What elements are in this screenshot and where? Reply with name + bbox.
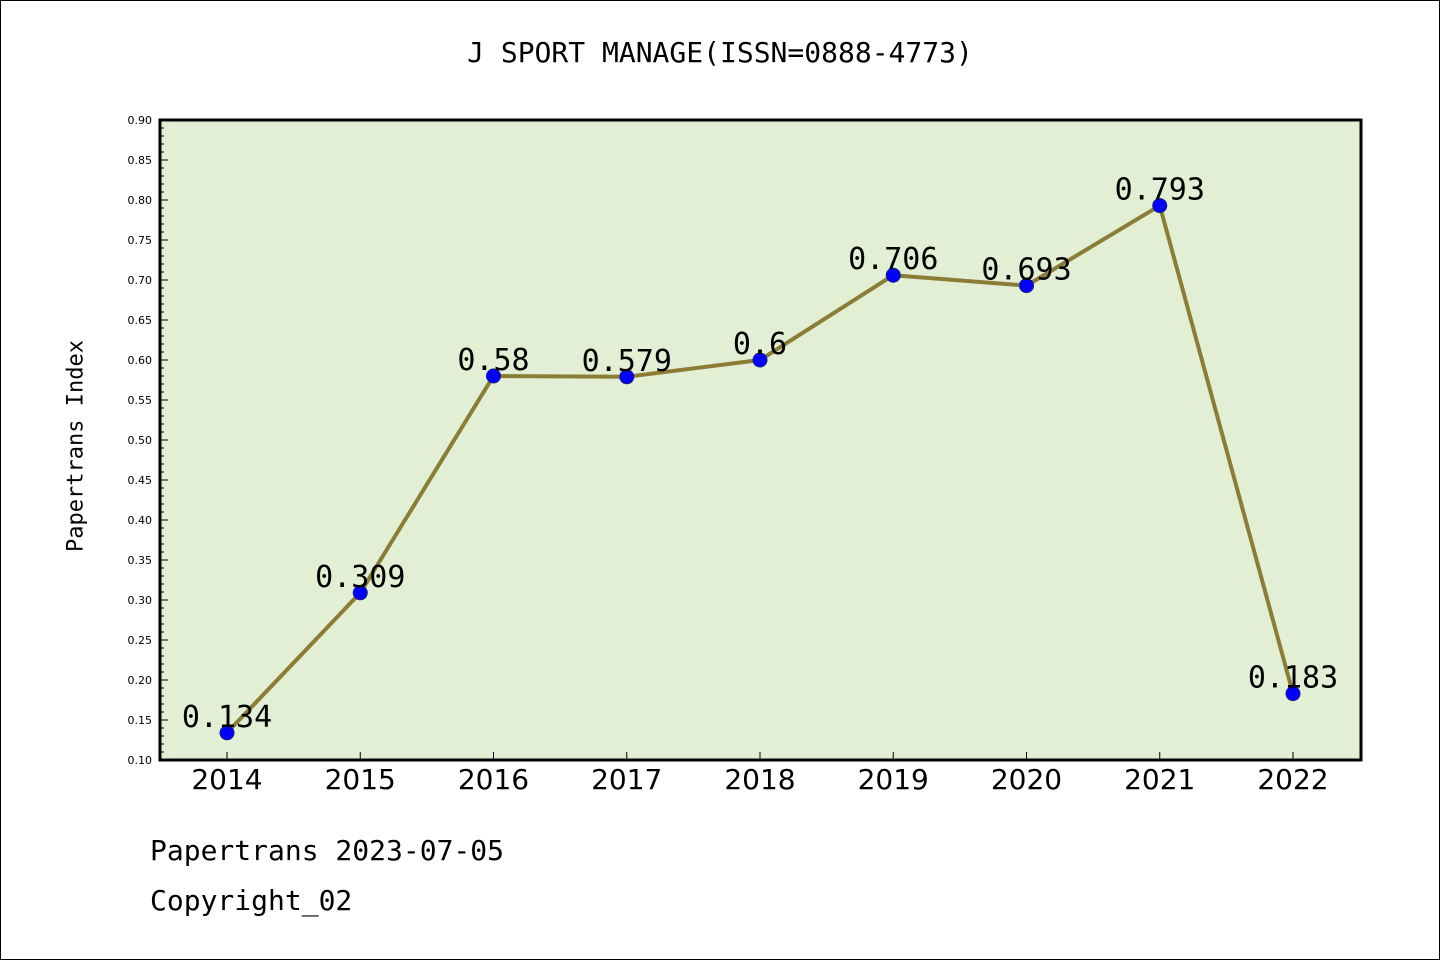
y-tick-label: 0.55: [128, 394, 153, 407]
x-tick-label: 2022: [1257, 763, 1328, 796]
footer-date: Papertrans 2023-07-05: [150, 834, 505, 867]
y-tick-label: 0.35: [128, 554, 153, 567]
y-tick-label: 0.10: [128, 754, 153, 767]
y-tick-label: 0.45: [128, 474, 153, 487]
data-label: 0.134: [182, 700, 272, 735]
y-tick-label: 0.60: [128, 354, 153, 367]
y-tick-label: 0.25: [128, 634, 153, 647]
x-tick-label: 2021: [1124, 763, 1195, 796]
x-tick-label: 2016: [458, 763, 529, 796]
data-label: 0.58: [457, 343, 529, 378]
y-tick-label: 0.90: [128, 114, 153, 127]
y-tick-label: 0.80: [128, 194, 153, 207]
data-label: 0.6: [733, 327, 787, 362]
data-point: [619, 369, 635, 385]
chart-title: J SPORT MANAGE(ISSN=0888-4773): [467, 36, 973, 69]
data-label: 0.309: [315, 560, 405, 595]
data-point: [1019, 278, 1034, 294]
plot-area: [160, 120, 1361, 760]
data-point: [219, 725, 235, 741]
y-tick-label: 0.70: [128, 274, 153, 287]
y-tick-label: 0.85: [128, 154, 153, 167]
plot-border: [158, 118, 1363, 762]
data-point: [752, 352, 768, 368]
data-label: 0.183: [1248, 661, 1338, 696]
x-tick-label: 2019: [858, 763, 929, 796]
x-tick-label: 2014: [191, 763, 262, 796]
x-tick-label: 2020: [991, 763, 1062, 796]
data-label: 0.793: [1115, 173, 1205, 208]
x-tick-label: 2017: [591, 763, 662, 796]
data-label: 0.693: [981, 253, 1071, 288]
y-tick-label: 0.15: [128, 714, 153, 727]
data-point: [1285, 686, 1301, 702]
data-point: [486, 368, 501, 384]
data-label: 0.579: [582, 344, 672, 379]
y-tick-label: 0.50: [128, 434, 153, 447]
data-point: [352, 585, 368, 601]
data-label: 0.706: [848, 242, 938, 277]
y-tick-label: 0.30: [128, 594, 153, 607]
footer-copyright: Copyright_02: [150, 884, 353, 917]
data-point: [885, 267, 901, 283]
y-tick-label: 0.75: [128, 234, 153, 247]
x-tick-label: 2015: [325, 763, 396, 796]
data-point: [1152, 198, 1168, 214]
y-tick-label: 0.40: [128, 514, 153, 527]
y-tick-label: 0.65: [128, 314, 153, 327]
x-tick-label: 2018: [724, 763, 795, 796]
y-tick-label: 0.20: [128, 674, 153, 687]
